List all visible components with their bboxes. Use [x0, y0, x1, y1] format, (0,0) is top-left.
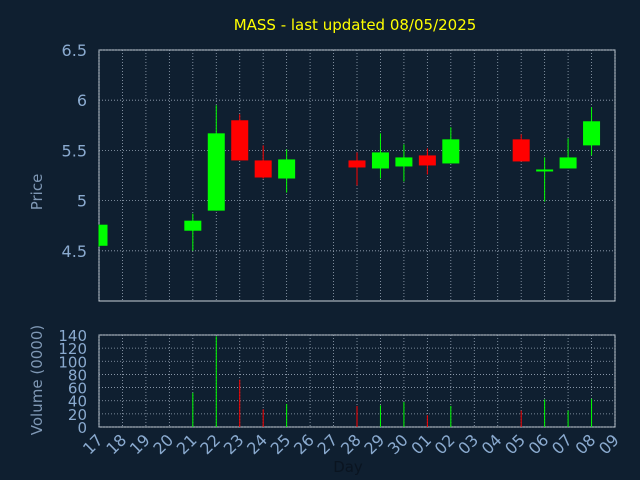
- volume-ytick-label: 20: [68, 406, 87, 424]
- volume-ytick-label: 140: [58, 327, 87, 345]
- candle-body: [254, 160, 272, 178]
- candle-body: [583, 121, 601, 146]
- candle-21: [184, 213, 202, 251]
- candle-05: [512, 134, 530, 162]
- candle-body: [278, 159, 296, 179]
- candle-01: [418, 148, 436, 175]
- candle-02: [442, 127, 460, 164]
- x-tick-label: 09: [595, 430, 623, 458]
- price-ytick-label: 5: [77, 192, 87, 211]
- volume-ytick-label: 60: [68, 380, 87, 398]
- candle-22: [207, 105, 225, 211]
- volume-ytick-label: 80: [68, 366, 87, 384]
- candle-08: [583, 107, 601, 156]
- candle-body: [418, 155, 436, 166]
- candles-layer: [98, 105, 601, 251]
- price-ytick-label: 5.5: [62, 141, 87, 160]
- candle-06: [536, 157, 554, 202]
- volume-bars-layer: [192, 336, 593, 427]
- volume-ytick-label: 120: [58, 340, 87, 358]
- candle-24: [254, 145, 272, 179]
- volume-ytick-label: 40: [68, 393, 87, 411]
- candle-23: [231, 114, 249, 161]
- candle-29: [371, 133, 389, 179]
- candle-body: [371, 152, 389, 169]
- price-ytick-label: 4.5: [62, 242, 87, 261]
- candle-body: [536, 169, 554, 172]
- volume-ytick-label: 100: [58, 353, 87, 371]
- candle-25: [278, 149, 296, 193]
- candle-body: [512, 139, 530, 162]
- x-tick-labels: 1718192021222324252627282930010203040506…: [79, 430, 623, 458]
- candle-body: [559, 157, 577, 169]
- candle-30: [395, 144, 413, 182]
- x-axis-label: Day: [333, 458, 363, 476]
- candle-07: [559, 138, 577, 169]
- candle-28: [348, 152, 366, 186]
- candle-body: [442, 139, 460, 164]
- candle-17: [98, 224, 108, 247]
- volume-ytick-label: 0: [77, 419, 87, 437]
- candle-body: [231, 120, 249, 161]
- price-panel: 4.5 5 5.5 6 6.5: [62, 41, 616, 302]
- candle-body: [99, 224, 108, 246]
- candle-body: [207, 133, 225, 211]
- candle-body: [348, 160, 366, 168]
- price-axis-label: Price: [28, 174, 46, 211]
- candle-body: [184, 220, 202, 231]
- candle-body: [395, 157, 413, 167]
- price-ytick-label: 6: [77, 91, 87, 110]
- volume-axis-label: Volume (0000): [28, 325, 46, 435]
- chart-title: MASS - last updated 08/05/2025: [234, 16, 477, 34]
- price-ytick-label: 6.5: [62, 41, 87, 60]
